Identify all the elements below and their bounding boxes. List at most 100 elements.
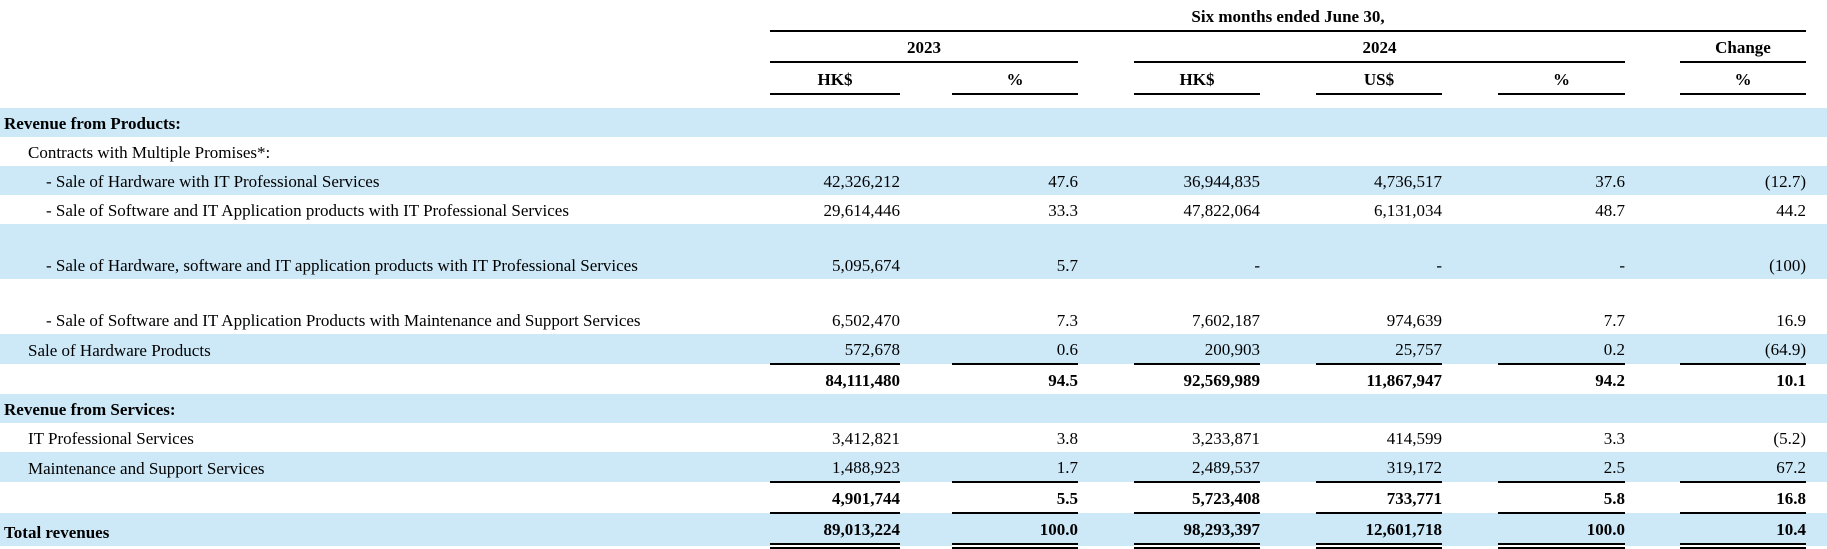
- cell-change-pct: 10.1: [1776, 371, 1806, 390]
- cell-change-pct: 16.8: [1680, 482, 1806, 514]
- row-label: Total revenues: [4, 522, 110, 542]
- cell-change-pct: (64.9): [1680, 334, 1806, 365]
- row-label: - Sale of Hardware, software and IT appl…: [46, 255, 638, 275]
- cell-2023-pct: 33.3: [1048, 201, 1078, 220]
- col-header-2024-pct: %: [1498, 62, 1625, 95]
- cell-2024-usd: [1316, 394, 1442, 423]
- cell-2024-usd: 6,131,034: [1374, 201, 1442, 220]
- cell-change-pct: [1680, 394, 1806, 423]
- col-group-2024: 2024: [1134, 31, 1625, 63]
- row-label: [0, 364, 665, 394]
- cell-2023-hkd: 84,111,480: [825, 371, 900, 390]
- cell-2024-pct: 7.7: [1603, 311, 1625, 330]
- cell-2023-pct: 1.7: [952, 452, 1078, 483]
- cell-2024-pct: 48.7: [1595, 201, 1625, 220]
- cell-2023-hkd: 29,614,446: [823, 201, 901, 220]
- row-label: Maintenance and Support Services: [28, 458, 265, 478]
- table-row-services-subtotal: 4,901,744 5.5 5,723,408 733,771 5.8 16.8: [0, 482, 1827, 514]
- cell-2023-hkd: 3,412,821: [832, 429, 900, 448]
- col-header-change-pct: %: [1680, 62, 1806, 95]
- cell-2024-hkd: 5,723,408: [1134, 482, 1260, 514]
- table-row-contracts-multiple-promises: Contracts with Multiple Promises*:: [0, 137, 1827, 166]
- cell-2023-hkd: 572,678: [770, 334, 900, 365]
- col-header-2023-hkd: HK$: [770, 62, 900, 95]
- cell-2024-pct: -: [1619, 256, 1625, 275]
- table-row-sale-hardware-products: Sale of Hardware Products 572,678 0.6 20…: [0, 334, 1827, 365]
- cell-2024-hkd: 92,569,989: [1183, 371, 1261, 390]
- cell-change-pct: (5.2): [1773, 429, 1806, 448]
- cell-2024-pct: 3.3: [1603, 429, 1625, 448]
- cell-2023-hkd: 42,326,212: [823, 172, 901, 191]
- table-row-revenue-products-header: Revenue from Products:: [0, 108, 1827, 137]
- cell-2024-pct: 94.2: [1595, 371, 1625, 390]
- cell-2023-pct: [952, 394, 1078, 423]
- table-row-hardware-it-services: - Sale of Hardware with IT Professional …: [0, 166, 1827, 195]
- cell-2024-usd: [1316, 137, 1442, 166]
- col-group-change: Change: [1680, 31, 1806, 63]
- cell-2023-pct: [952, 108, 1078, 137]
- row-label: - Sale of Software and IT Application Pr…: [46, 310, 641, 330]
- cell-2024-usd: 11,867,947: [1366, 371, 1442, 390]
- cell-2023-hkd: 1,488,923: [770, 452, 900, 483]
- cell-2024-usd: 414,599: [1386, 429, 1442, 448]
- column-header-row: HK$ % HK$ US$ % %: [0, 62, 1827, 95]
- cell-change-pct: [1680, 108, 1806, 137]
- col-header-2024-usd: US$: [1316, 62, 1442, 95]
- cell-2024-pct: 37.6: [1595, 172, 1625, 191]
- cell-2024-hkd: [1134, 108, 1260, 137]
- header-spacer-row: [0, 94, 1827, 108]
- cell-2024-hkd: 200,903: [1134, 334, 1260, 365]
- cell-2024-hkd: 7,602,187: [1192, 311, 1260, 330]
- table-row-products-subtotal: 84,111,480 94.5 92,569,989 11,867,947 94…: [0, 364, 1827, 394]
- col-header-2023-pct: %: [952, 62, 1078, 95]
- cell-2024-hkd: 47,822,064: [1183, 201, 1261, 220]
- cell-2023-pct: 5.5: [952, 482, 1078, 514]
- row-label: Sale of Hardware Products: [28, 340, 211, 360]
- cell-2023-pct: [952, 137, 1078, 166]
- cell-2024-pct: 100.0: [1498, 513, 1625, 549]
- cell-change-pct: 44.2: [1776, 201, 1806, 220]
- cell-2024-hkd: [1134, 137, 1260, 166]
- cell-2024-pct: [1498, 394, 1625, 423]
- cell-2024-usd: 319,172: [1316, 452, 1442, 483]
- cell-2023-pct: 5.7: [1056, 256, 1078, 275]
- table-row-software-maintenance-support: - Sale of Software and IT Application Pr…: [0, 279, 1827, 334]
- cell-2024-pct: [1498, 108, 1625, 137]
- table-row-revenue-services-header: Revenue from Services:: [0, 394, 1827, 423]
- cell-2024-usd: 25,757: [1316, 334, 1442, 365]
- cell-2024-pct: 0.2: [1498, 334, 1625, 365]
- cell-2023-pct: 3.8: [1056, 429, 1078, 448]
- cell-2023-pct: 94.5: [1048, 371, 1078, 390]
- cell-2024-usd: [1316, 108, 1442, 137]
- cell-change-pct: 16.9: [1776, 311, 1806, 330]
- cell-change-pct: 10.4: [1680, 513, 1806, 549]
- cell-2024-usd: 733,771: [1316, 482, 1442, 514]
- cell-2024-hkd: [1134, 394, 1260, 423]
- table-row-maintenance-support-services: Maintenance and Support Services 1,488,9…: [0, 452, 1827, 483]
- table-row-software-it-app-products: - Sale of Software and IT Application pr…: [0, 195, 1827, 224]
- row-label: - Sale of Software and IT Application pr…: [46, 200, 569, 220]
- col-group-2023: 2023: [770, 31, 1078, 63]
- cell-2024-pct: [1498, 137, 1625, 166]
- table-row-hardware-software-it-app: - Sale of Hardware, software and IT appl…: [0, 224, 1827, 279]
- row-label: Revenue from Products:: [4, 113, 181, 133]
- cell-change-pct: [1680, 137, 1806, 166]
- cell-2024-hkd: 98,293,397: [1134, 513, 1260, 549]
- row-label: IT Professional Services: [28, 428, 194, 448]
- period-heading: Six months ended June 30,: [770, 0, 1806, 32]
- cell-2023-pct: 7.3: [1056, 311, 1078, 330]
- cell-2023-hkd: [770, 108, 900, 137]
- cell-2024-usd: 974,639: [1386, 311, 1442, 330]
- cell-2023-pct: 0.6: [952, 334, 1078, 365]
- cell-2024-hkd: -: [1254, 256, 1260, 275]
- row-label: Contracts with Multiple Promises*:: [28, 142, 271, 162]
- cell-2023-hkd: 4,901,744: [770, 482, 900, 514]
- cell-2023-hkd: 89,013,224: [770, 513, 900, 549]
- cell-2024-usd: -: [1436, 256, 1442, 275]
- cell-change-pct: 67.2: [1680, 452, 1806, 483]
- cell-2023-hkd: [770, 137, 900, 166]
- cell-2023-hkd: 6,502,470: [832, 311, 900, 330]
- cell-2023-hkd: 5,095,674: [832, 256, 900, 275]
- cell-2024-hkd: 2,489,537: [1134, 452, 1260, 483]
- year-group-row: 2023 2024 Change: [0, 31, 1827, 63]
